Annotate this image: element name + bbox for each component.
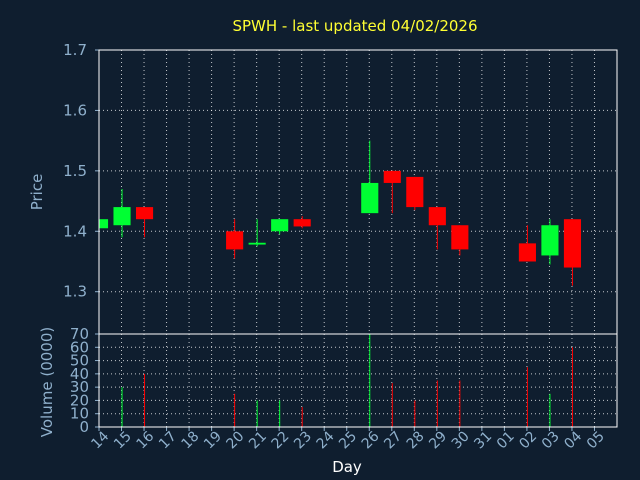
volume-tick-label: 20 bbox=[70, 391, 89, 409]
x-tick-label: 16 bbox=[133, 428, 157, 452]
x-tick-label: 24 bbox=[314, 428, 338, 452]
volume-tick-label: 40 bbox=[70, 365, 89, 383]
price-tick-label: 1.5 bbox=[63, 162, 87, 180]
price-tick-label: 1.7 bbox=[63, 41, 87, 59]
volume-tick-label: 70 bbox=[70, 325, 89, 343]
volume-bars bbox=[121, 334, 573, 427]
price-ticks: 1.3 1.4 1.5 1.6 1.7 bbox=[63, 41, 99, 301]
candle-body bbox=[406, 176, 424, 208]
price-grid bbox=[99, 50, 617, 334]
volume-tick-label: 10 bbox=[70, 405, 89, 423]
x-tick-label: 29 bbox=[426, 428, 450, 452]
volume-grid bbox=[99, 334, 617, 427]
x-tick-label: 05 bbox=[584, 428, 608, 452]
x-tick-label: 01 bbox=[494, 428, 518, 452]
volume-tick-label: 50 bbox=[70, 352, 89, 370]
x-tick-label: 18 bbox=[179, 428, 203, 452]
x-ticks: 1415161718192021222324252627282930310102… bbox=[88, 427, 608, 452]
x-tick-label: 23 bbox=[291, 428, 315, 452]
x-tick-label: 19 bbox=[201, 428, 225, 452]
price-tick-label: 1.4 bbox=[63, 222, 87, 240]
candle-body bbox=[541, 225, 559, 256]
price-tick-label: 1.3 bbox=[63, 283, 87, 301]
x-tick-label: 26 bbox=[359, 428, 383, 452]
x-tick-label: 02 bbox=[516, 428, 540, 452]
candle-body bbox=[226, 231, 244, 250]
price-axis-label: Price bbox=[28, 174, 46, 211]
candle-body bbox=[518, 243, 536, 262]
x-tick-label: 17 bbox=[156, 428, 180, 452]
candle-body bbox=[361, 182, 379, 214]
candle-body bbox=[113, 207, 131, 226]
chart-title: SPWH - last updated 04/02/2026 bbox=[232, 17, 477, 35]
x-tick-label: 28 bbox=[404, 428, 428, 452]
volume-plot-frame bbox=[98, 333, 618, 428]
x-tick-label: 30 bbox=[449, 428, 473, 452]
candle-body bbox=[100, 219, 109, 229]
volume-tick-label: 0 bbox=[79, 418, 89, 436]
volume-axis-label: Volume (0000) bbox=[38, 327, 56, 437]
volume-tick-label: 30 bbox=[70, 378, 89, 396]
candle-body bbox=[563, 219, 582, 268]
candle-body bbox=[135, 207, 154, 220]
x-tick-label: 31 bbox=[471, 428, 495, 452]
x-tick-label: 04 bbox=[561, 428, 585, 452]
x-tick-label: 25 bbox=[336, 428, 360, 452]
candle-body bbox=[451, 225, 469, 250]
x-tick-label: 21 bbox=[246, 428, 270, 452]
candle-body bbox=[428, 207, 446, 226]
x-tick-label: 27 bbox=[381, 428, 405, 452]
candles bbox=[99, 140, 582, 286]
candle-body bbox=[293, 219, 311, 227]
x-tick-label: 15 bbox=[111, 428, 135, 452]
candle-body bbox=[271, 219, 289, 232]
x-tick-label: 03 bbox=[539, 428, 563, 452]
price-tick-label: 1.6 bbox=[63, 101, 87, 119]
candle-body bbox=[248, 242, 266, 245]
x-tick-label: 22 bbox=[269, 428, 293, 452]
x-tick-label: 20 bbox=[224, 428, 248, 452]
candle-body bbox=[383, 170, 401, 183]
x-tick-label: 14 bbox=[88, 428, 112, 452]
volume-tick-label: 60 bbox=[70, 338, 89, 356]
x-axis-label: Day bbox=[332, 458, 362, 476]
